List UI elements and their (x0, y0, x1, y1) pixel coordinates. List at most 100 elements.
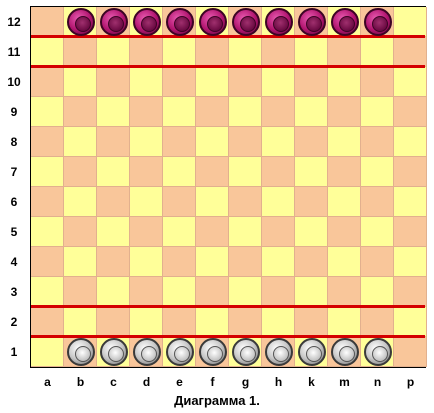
square-n5[interactable] (361, 217, 394, 247)
square-f2[interactable] (196, 307, 229, 337)
square-a5[interactable] (31, 217, 64, 247)
square-m4[interactable] (328, 247, 361, 277)
square-p12[interactable] (394, 7, 427, 37)
square-f5[interactable] (196, 217, 229, 247)
square-g11[interactable] (229, 37, 262, 67)
square-e7[interactable] (163, 157, 196, 187)
square-a2[interactable] (31, 307, 64, 337)
square-a10[interactable] (31, 67, 64, 97)
square-b2[interactable] (64, 307, 97, 337)
square-b10[interactable] (64, 67, 97, 97)
square-f4[interactable] (196, 247, 229, 277)
gray-checker-icon[interactable] (165, 338, 194, 366)
square-c10[interactable] (97, 67, 130, 97)
square-n8[interactable] (361, 127, 394, 157)
square-p10[interactable] (394, 67, 427, 97)
square-d2[interactable] (130, 307, 163, 337)
square-n6[interactable] (361, 187, 394, 217)
square-g8[interactable] (229, 127, 262, 157)
square-n3[interactable] (361, 277, 394, 307)
square-d8[interactable] (130, 127, 163, 157)
square-m5[interactable] (328, 217, 361, 247)
square-e3[interactable] (163, 277, 196, 307)
square-a11[interactable] (31, 37, 64, 67)
square-e8[interactable] (163, 127, 196, 157)
square-f7[interactable] (196, 157, 229, 187)
square-a3[interactable] (31, 277, 64, 307)
magenta-checker-icon[interactable] (297, 8, 326, 36)
square-k3[interactable] (295, 277, 328, 307)
square-h3[interactable] (262, 277, 295, 307)
square-n11[interactable] (361, 37, 394, 67)
magenta-checker-icon[interactable] (66, 8, 95, 36)
square-b3[interactable] (64, 277, 97, 307)
square-n10[interactable] (361, 67, 394, 97)
magenta-checker-icon[interactable] (231, 8, 260, 36)
square-a7[interactable] (31, 157, 64, 187)
square-e10[interactable] (163, 67, 196, 97)
square-h5[interactable] (262, 217, 295, 247)
square-e5[interactable] (163, 217, 196, 247)
magenta-checker-icon[interactable] (132, 8, 161, 36)
square-a8[interactable] (31, 127, 64, 157)
square-h4[interactable] (262, 247, 295, 277)
square-e6[interactable] (163, 187, 196, 217)
square-m9[interactable] (328, 97, 361, 127)
square-k11[interactable] (295, 37, 328, 67)
square-g4[interactable] (229, 247, 262, 277)
square-g2[interactable] (229, 307, 262, 337)
square-b7[interactable] (64, 157, 97, 187)
square-d11[interactable] (130, 37, 163, 67)
square-p8[interactable] (394, 127, 427, 157)
square-n7[interactable] (361, 157, 394, 187)
square-a6[interactable] (31, 187, 64, 217)
square-m10[interactable] (328, 67, 361, 97)
square-f8[interactable] (196, 127, 229, 157)
square-h6[interactable] (262, 187, 295, 217)
square-p3[interactable] (394, 277, 427, 307)
square-d9[interactable] (130, 97, 163, 127)
square-k8[interactable] (295, 127, 328, 157)
square-a4[interactable] (31, 247, 64, 277)
square-f10[interactable] (196, 67, 229, 97)
square-b4[interactable] (64, 247, 97, 277)
square-p4[interactable] (394, 247, 427, 277)
square-f3[interactable] (196, 277, 229, 307)
square-h2[interactable] (262, 307, 295, 337)
square-g6[interactable] (229, 187, 262, 217)
square-k9[interactable] (295, 97, 328, 127)
square-e4[interactable] (163, 247, 196, 277)
gray-checker-icon[interactable] (264, 338, 293, 366)
square-c6[interactable] (97, 187, 130, 217)
gray-checker-icon[interactable] (231, 338, 260, 366)
square-k10[interactable] (295, 67, 328, 97)
square-d6[interactable] (130, 187, 163, 217)
square-g9[interactable] (229, 97, 262, 127)
square-n2[interactable] (361, 307, 394, 337)
square-c2[interactable] (97, 307, 130, 337)
square-p2[interactable] (394, 307, 427, 337)
square-h10[interactable] (262, 67, 295, 97)
gray-checker-icon[interactable] (99, 338, 128, 366)
square-c5[interactable] (97, 217, 130, 247)
square-p11[interactable] (394, 37, 427, 67)
square-c11[interactable] (97, 37, 130, 67)
square-d4[interactable] (130, 247, 163, 277)
square-k6[interactable] (295, 187, 328, 217)
square-c3[interactable] (97, 277, 130, 307)
square-m8[interactable] (328, 127, 361, 157)
gray-checker-icon[interactable] (66, 338, 95, 366)
magenta-checker-icon[interactable] (99, 8, 128, 36)
square-f11[interactable] (196, 37, 229, 67)
square-p5[interactable] (394, 217, 427, 247)
square-b8[interactable] (64, 127, 97, 157)
square-d5[interactable] (130, 217, 163, 247)
square-c8[interactable] (97, 127, 130, 157)
square-g5[interactable] (229, 217, 262, 247)
square-n9[interactable] (361, 97, 394, 127)
square-b9[interactable] (64, 97, 97, 127)
square-d7[interactable] (130, 157, 163, 187)
square-m11[interactable] (328, 37, 361, 67)
square-k4[interactable] (295, 247, 328, 277)
gray-checker-icon[interactable] (330, 338, 359, 366)
